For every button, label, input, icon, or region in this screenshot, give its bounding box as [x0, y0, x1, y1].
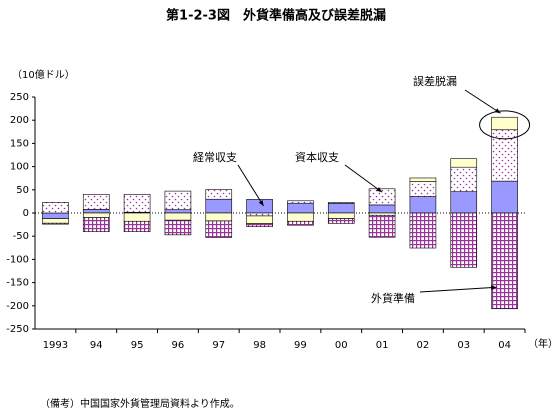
series-label: 経常収支 — [193, 151, 237, 164]
y-tick-label: -200 — [6, 301, 29, 312]
highlight-ellipse — [479, 110, 531, 140]
x-tick-label: 96 — [172, 340, 185, 351]
bar-segment — [327, 218, 355, 224]
bar-segment — [368, 212, 396, 216]
annotation-arrow — [344, 164, 383, 193]
bar-segment — [246, 215, 273, 224]
bar-segment — [491, 116, 518, 131]
bar-segment — [409, 177, 437, 182]
bar-segment — [368, 204, 396, 214]
bar-segment — [164, 212, 192, 221]
y-tick-label: -50 — [13, 231, 29, 242]
bar-segment — [409, 181, 437, 197]
annotation-arrow — [237, 164, 265, 207]
bar-segment — [368, 214, 396, 238]
bar-segment — [450, 158, 478, 168]
note: （備考）中国国家外貨管理局資料より作成。 — [40, 397, 240, 410]
bar-segment — [491, 180, 518, 214]
bar-segment — [123, 212, 151, 222]
y-unit: （10億ドル） — [12, 68, 75, 81]
bar-segment — [205, 220, 233, 238]
x-tick-label: 03 — [457, 340, 470, 351]
x-tick-label: 94 — [90, 340, 103, 351]
bar-segment — [409, 196, 437, 214]
bar-segment — [246, 212, 273, 217]
x-tick-label: 95 — [131, 340, 144, 351]
bar-segment — [450, 212, 478, 268]
bar-segment — [164, 190, 192, 210]
annotation-arrow — [464, 89, 501, 114]
bar-segment — [327, 202, 355, 204]
arrow-head — [376, 186, 383, 193]
bar-segment — [205, 198, 233, 214]
series-label: 外貨準備 — [371, 291, 415, 305]
bar-segment — [205, 212, 233, 222]
y-tick-label: 50 — [16, 185, 29, 196]
bar-segment — [82, 217, 110, 232]
bar-segment — [82, 212, 110, 218]
bar-segment — [164, 209, 192, 214]
bar-segment — [246, 199, 273, 214]
y-tick-label: -150 — [6, 278, 29, 289]
bar-segment — [491, 212, 518, 310]
bar-segment — [42, 202, 69, 214]
y-tick-label: 150 — [10, 138, 29, 149]
bar-segment — [287, 202, 314, 214]
x-tick-label: 99 — [294, 340, 307, 351]
bar-segment — [368, 188, 396, 206]
bar-segment — [287, 212, 314, 222]
x-tick-label: 02 — [417, 340, 430, 351]
x-tick-label: 1993 — [43, 340, 68, 351]
bar-segment — [287, 220, 314, 226]
bar-segment — [42, 212, 69, 219]
x-unit: （年） — [528, 337, 552, 350]
bar-segment — [123, 220, 151, 232]
bar-segment — [327, 212, 355, 219]
y-tick-label: 100 — [10, 162, 29, 173]
bar-segment — [409, 212, 437, 249]
bar-segment — [450, 166, 478, 193]
bar-segment — [123, 194, 151, 213]
x-tick-label: 98 — [253, 340, 266, 351]
y-tick-label: 200 — [10, 115, 29, 126]
x-tick-label: 97 — [212, 340, 225, 351]
y-tick-label: 250 — [10, 92, 29, 103]
y-tick-label: -100 — [6, 254, 29, 265]
bar-segment — [82, 209, 110, 214]
bar-segment — [450, 191, 478, 214]
x-tick-label: 01 — [376, 340, 389, 351]
annotation-arrow — [419, 286, 497, 293]
chart-title: 第1-2-3図 外貨準備高及び誤差脱漏 — [166, 8, 386, 24]
bar-segment — [205, 189, 233, 200]
bar-segment — [42, 218, 69, 224]
series-label: 誤差脱漏 — [413, 74, 457, 88]
bar-segment — [164, 219, 192, 236]
bar-segment — [246, 223, 273, 227]
arrow-head — [258, 200, 264, 207]
bar-segment — [327, 203, 355, 214]
series-label: 資本収支 — [295, 150, 339, 164]
x-tick-label: 04 — [498, 340, 511, 351]
bar-segment — [82, 194, 110, 210]
x-tick-label: 00 — [335, 340, 348, 351]
arrow-head — [490, 285, 497, 290]
bar-segment — [42, 222, 69, 225]
y-tick-label: 0 — [23, 208, 29, 219]
bar-segment — [287, 200, 314, 204]
y-tick-label: -250 — [6, 324, 29, 335]
